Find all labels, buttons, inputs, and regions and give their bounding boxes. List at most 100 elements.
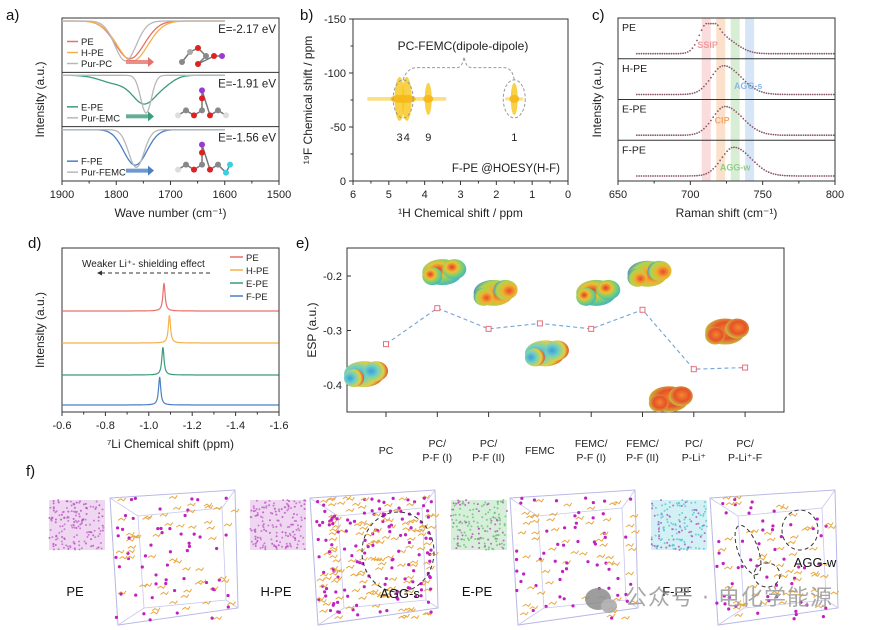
- solvent-molecule: [336, 568, 345, 573]
- atom: [295, 529, 298, 532]
- li-ion: [398, 533, 403, 538]
- atom: [97, 546, 100, 549]
- atom: [285, 502, 288, 505]
- li-ion: [342, 547, 347, 551]
- atom: [271, 542, 274, 545]
- atom: [495, 540, 498, 543]
- li-ion: [595, 563, 599, 567]
- atom: [660, 516, 663, 519]
- data-point: [777, 93, 779, 96]
- data-point: [668, 52, 671, 55]
- y-axis-label: ¹⁹F Chemical shift / ppm: [301, 36, 315, 165]
- li-ion: [522, 572, 526, 576]
- li-ion: [629, 497, 633, 501]
- atom: [704, 507, 707, 510]
- solvent-molecule: [749, 584, 758, 589]
- atom: [268, 531, 271, 534]
- data-point: [635, 52, 638, 55]
- atom: [279, 541, 282, 544]
- data-point: [536, 320, 543, 327]
- atom: [74, 519, 77, 522]
- solvent-molecule: [345, 508, 355, 513]
- atom: [703, 505, 706, 508]
- data-point: [823, 175, 826, 177]
- atom: [51, 536, 54, 539]
- atom: [484, 501, 487, 504]
- solvent-molecule: [423, 561, 432, 566]
- data-point: [668, 175, 671, 177]
- atom: [262, 526, 265, 529]
- atom: [484, 545, 487, 548]
- atom: [93, 529, 96, 532]
- li-ion: [165, 563, 170, 567]
- li-ion: [419, 581, 423, 586]
- data-point: [645, 134, 647, 137]
- x-tick-label: -1.4: [226, 420, 245, 432]
- solvent-molecule: [409, 559, 419, 564]
- data-point: [698, 131, 701, 134]
- li-ion: [750, 500, 754, 504]
- atom: [199, 95, 205, 102]
- atom: [281, 516, 284, 519]
- li-ion: [749, 558, 753, 562]
- peak-label: 3: [397, 132, 403, 144]
- li-ion: [346, 518, 350, 522]
- atom: [259, 536, 262, 539]
- data-point: [800, 175, 802, 177]
- li-ion: [179, 532, 183, 536]
- solvent-molecule: [208, 536, 217, 541]
- atom: [191, 112, 197, 119]
- data-point: [721, 31, 724, 34]
- atom: [67, 510, 70, 513]
- atom: [203, 53, 209, 59]
- data-point: [730, 146, 733, 149]
- atom: [682, 503, 685, 506]
- data-point: [689, 133, 691, 136]
- atom: [60, 530, 63, 533]
- solvent-molecule: [371, 582, 381, 587]
- x-tick-label: 650: [609, 189, 627, 201]
- atom: [286, 509, 289, 512]
- atom: [290, 523, 293, 526]
- atom: [63, 523, 66, 526]
- atom: [70, 524, 73, 527]
- data-point: [698, 174, 701, 177]
- atom: [496, 503, 499, 506]
- atom: [469, 509, 472, 512]
- atom: [683, 522, 686, 525]
- legend-label: PE: [246, 253, 259, 264]
- data-point: [814, 134, 816, 137]
- atom: [668, 538, 671, 541]
- atom: [465, 499, 468, 502]
- atom: [502, 499, 505, 502]
- atom: [284, 534, 287, 537]
- solvent-molecule: [365, 590, 375, 595]
- atom: [651, 544, 654, 547]
- li-ion: [120, 527, 125, 531]
- data-point: [800, 134, 802, 137]
- solvent-molecule: [595, 537, 605, 542]
- chart-title: PC-FEMC(dipole-dipole): [398, 39, 529, 53]
- solvent-molecule: [195, 567, 205, 572]
- data-point: [684, 93, 687, 96]
- atom: [77, 525, 80, 528]
- series-line-pur-femc: [62, 129, 225, 168]
- atom: [281, 531, 284, 534]
- esp-lobe: [648, 394, 669, 413]
- solvent-molecule: [403, 579, 412, 584]
- data-point: [816, 93, 819, 96]
- solvent-molecule: [628, 547, 637, 552]
- li-ion: [196, 498, 200, 502]
- esp-lobe: [544, 340, 569, 361]
- atom: [72, 503, 75, 506]
- atom: [262, 544, 265, 547]
- atom: [252, 505, 255, 508]
- atom: [299, 525, 302, 528]
- legend-label: E-PE: [246, 279, 268, 290]
- data-point: [828, 134, 830, 137]
- atom: [699, 535, 702, 538]
- atom: [499, 500, 502, 503]
- li-ion: [344, 529, 348, 533]
- atom: [211, 53, 217, 59]
